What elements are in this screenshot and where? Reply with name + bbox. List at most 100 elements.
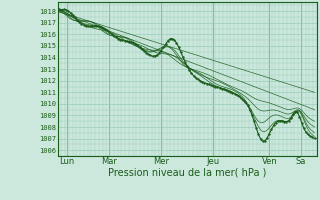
Point xyxy=(105,29,110,32)
Point xyxy=(208,83,213,87)
Point xyxy=(72,16,77,19)
Point xyxy=(139,47,144,50)
Point xyxy=(100,26,106,29)
Point xyxy=(191,74,196,77)
Point xyxy=(92,24,97,27)
Point xyxy=(180,55,185,59)
Point xyxy=(131,41,136,44)
Point xyxy=(120,39,125,42)
Point xyxy=(234,93,239,96)
Point xyxy=(83,24,88,27)
Point xyxy=(159,49,164,52)
Point xyxy=(254,126,259,129)
Point xyxy=(85,25,90,28)
Point xyxy=(150,54,155,58)
Point xyxy=(116,37,121,40)
Point xyxy=(273,121,278,124)
Point xyxy=(269,128,274,131)
Point xyxy=(107,31,112,34)
Point xyxy=(280,119,285,123)
Point xyxy=(161,46,166,49)
Point xyxy=(223,88,228,92)
Point xyxy=(94,24,99,27)
Point xyxy=(182,60,188,64)
Point xyxy=(109,33,114,36)
Point xyxy=(59,8,64,11)
Point xyxy=(124,40,129,43)
Point xyxy=(295,111,300,114)
Point xyxy=(81,23,86,27)
Point xyxy=(187,69,192,72)
Point xyxy=(70,14,75,17)
Point xyxy=(178,50,183,53)
Point xyxy=(98,25,103,28)
Point xyxy=(213,85,218,88)
Point xyxy=(96,24,101,28)
Point xyxy=(284,120,289,123)
Point xyxy=(154,53,159,57)
Point xyxy=(133,42,138,46)
X-axis label: Pression niveau de la mer( hPa ): Pression niveau de la mer( hPa ) xyxy=(108,168,266,178)
Point xyxy=(271,124,276,127)
Point xyxy=(219,87,224,90)
Point xyxy=(262,139,268,142)
Point xyxy=(113,36,118,39)
Point xyxy=(306,133,311,136)
Point xyxy=(135,44,140,47)
Point xyxy=(165,39,170,43)
Point xyxy=(61,8,67,11)
Point xyxy=(232,92,237,95)
Point xyxy=(141,49,147,52)
Point xyxy=(148,54,153,57)
Point xyxy=(128,40,133,44)
Point xyxy=(137,45,142,49)
Point xyxy=(267,132,272,135)
Point xyxy=(163,42,168,46)
Point xyxy=(55,10,60,13)
Point xyxy=(118,38,123,41)
Point xyxy=(245,104,250,107)
Point xyxy=(57,9,62,12)
Point xyxy=(215,86,220,89)
Point xyxy=(241,98,246,101)
Point xyxy=(152,54,157,58)
Point xyxy=(167,38,172,41)
Point xyxy=(90,24,95,28)
Point xyxy=(76,20,82,24)
Point xyxy=(286,119,291,122)
Point xyxy=(256,133,261,136)
Point xyxy=(68,11,73,15)
Point xyxy=(260,140,265,143)
Point xyxy=(299,121,304,124)
Point xyxy=(303,130,308,134)
Point xyxy=(193,76,198,79)
Point xyxy=(66,10,71,13)
Point xyxy=(204,82,209,85)
Point xyxy=(252,120,257,123)
Point xyxy=(170,37,175,40)
Point xyxy=(230,91,235,94)
Point xyxy=(282,120,287,123)
Point xyxy=(217,86,222,90)
Point xyxy=(172,38,177,41)
Point xyxy=(228,90,233,93)
Point xyxy=(308,134,313,138)
Point xyxy=(277,119,283,122)
Point xyxy=(102,27,108,30)
Point xyxy=(290,113,295,116)
Point xyxy=(200,80,205,83)
Point xyxy=(239,96,244,99)
Point xyxy=(176,45,181,48)
Point xyxy=(174,41,179,44)
Point xyxy=(111,34,116,37)
Point xyxy=(301,126,306,130)
Point xyxy=(221,88,227,91)
Point xyxy=(275,120,280,123)
Point xyxy=(206,83,211,86)
Point xyxy=(126,40,132,43)
Point xyxy=(189,72,194,75)
Point xyxy=(226,89,231,92)
Point xyxy=(156,52,162,55)
Point xyxy=(197,79,203,82)
Point xyxy=(265,136,270,140)
